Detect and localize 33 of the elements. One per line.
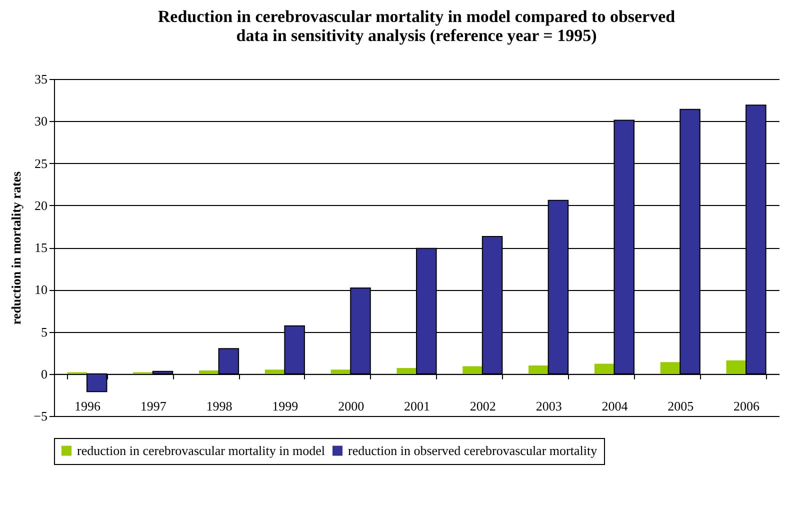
x-tick-label: 1996 — [74, 398, 101, 414]
y-tick-label: 15 — [34, 240, 48, 255]
y-tick-label: 5 — [41, 324, 48, 340]
y-tick-label: 25 — [34, 156, 48, 171]
bar — [264, 370, 285, 374]
y-tick-label: 30 — [34, 114, 48, 129]
chart-title: Reduction in cerebrovascular mortality in model compared to observed data in sensitivity analysis (reference year = 1995) — [158, 7, 676, 45]
x-tick-label: 1998 — [206, 398, 232, 414]
bar — [199, 370, 219, 374]
bar — [396, 368, 416, 374]
y-tick-label: 35 — [34, 72, 48, 86]
legend-label: reduction in observed cerebrovascular mortality — [348, 442, 598, 458]
y-tick-label: 20 — [34, 198, 48, 213]
x-tick-label: 1997 — [140, 398, 167, 414]
legend-label: reduction in cerebrovascular mortality in model — [77, 442, 326, 458]
x-tick-label: 2006 — [734, 398, 760, 414]
x-tick-label: 2000 — [338, 398, 364, 414]
bar — [594, 364, 614, 374]
x-tick-label: 2004 — [602, 398, 628, 414]
x-tick-label: 1999 — [272, 398, 298, 414]
x-tick-label: 2005 — [668, 398, 694, 414]
bar — [660, 362, 680, 374]
bar — [528, 365, 548, 374]
x-tick-label: 2002 — [470, 398, 496, 414]
y-tick-label: −5 — [34, 408, 48, 424]
bar — [726, 360, 746, 374]
x-tick-label: 2003 — [536, 398, 562, 414]
bar — [330, 370, 351, 374]
y-axis-title: reduction in mortality rates — [8, 171, 24, 325]
bar — [462, 366, 482, 374]
x-tick-label: 2001 — [404, 398, 430, 414]
y-tick-label: 10 — [34, 282, 48, 298]
y-tick-label: 0 — [41, 366, 48, 382]
